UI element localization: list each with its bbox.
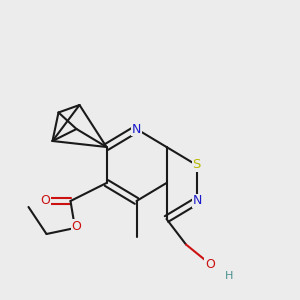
Text: S: S	[192, 158, 201, 172]
Text: N: N	[132, 122, 141, 136]
Text: O: O	[40, 194, 50, 208]
Text: N: N	[193, 194, 202, 208]
Text: O: O	[72, 220, 81, 233]
Text: H: H	[225, 271, 234, 281]
Text: O: O	[205, 257, 215, 271]
